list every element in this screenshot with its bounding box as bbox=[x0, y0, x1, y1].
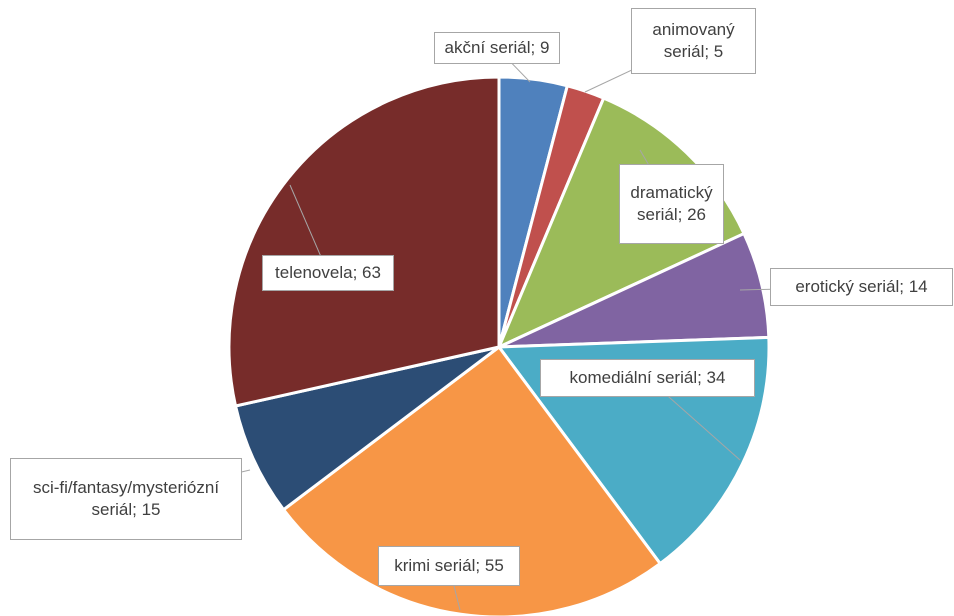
data-label: akční seriál; 9 bbox=[434, 32, 560, 64]
value: 9 bbox=[539, 38, 550, 57]
label-box: telenovela; 63 bbox=[262, 255, 394, 291]
separator: ; bbox=[697, 368, 707, 387]
separator: ; bbox=[132, 500, 142, 519]
label-text: krimi seriál; 55 bbox=[394, 555, 504, 577]
data-label: telenovela; 63 bbox=[262, 255, 394, 291]
data-label: dramatický seriál; 26 bbox=[619, 164, 724, 244]
label-box: sci-fi/fantasy/mysteriózní seriál; 15 bbox=[10, 458, 242, 540]
label-box: akční seriál; 9 bbox=[434, 32, 560, 64]
category-name: akční seriál bbox=[444, 38, 531, 57]
label-text: telenovela; 63 bbox=[275, 262, 381, 284]
data-label: erotický seriál; 14 bbox=[770, 268, 953, 306]
data-label: sci-fi/fantasy/mysteriózní seriál; 15 bbox=[10, 458, 242, 540]
pie-slice bbox=[227, 75, 501, 408]
value: 5 bbox=[713, 42, 724, 61]
value: 15 bbox=[141, 500, 161, 519]
data-label: animovaný seriál; 5 bbox=[631, 8, 756, 74]
separator: ; bbox=[899, 277, 909, 296]
category-name: sci-fi/fantasy/mysteriózní seriál bbox=[32, 478, 224, 519]
category-name: komediální seriál bbox=[569, 368, 698, 387]
separator: ; bbox=[352, 263, 363, 282]
category-name: animovaný seriál bbox=[652, 20, 740, 61]
label-text: animovaný seriál; 5 bbox=[636, 19, 751, 63]
label-box: komediální seriál; 34 bbox=[540, 359, 755, 397]
separator: ; bbox=[677, 205, 688, 224]
value: 26 bbox=[687, 205, 706, 224]
data-label: krimi seriál; 55 bbox=[378, 546, 520, 586]
data-label: komediální seriál; 34 bbox=[540, 359, 755, 397]
label-box: animovaný seriál; 5 bbox=[631, 8, 756, 74]
separator: ; bbox=[530, 38, 540, 57]
label-text: akční seriál; 9 bbox=[445, 37, 550, 59]
pie-slice bbox=[233, 345, 500, 512]
label-text: erotický seriál; 14 bbox=[795, 276, 927, 298]
value: 55 bbox=[484, 556, 504, 575]
value: 63 bbox=[362, 263, 381, 282]
label-text: dramatický seriál; 26 bbox=[624, 182, 719, 226]
category-name: erotický seriál bbox=[795, 277, 900, 296]
label-text: sci-fi/fantasy/mysteriózní seriál; 15 bbox=[15, 477, 237, 521]
value: 34 bbox=[706, 368, 726, 387]
category-name: dramatický seriál bbox=[630, 183, 718, 224]
value: 14 bbox=[908, 277, 928, 296]
label-box: erotický seriál; 14 bbox=[770, 268, 953, 306]
label-box: dramatický seriál; 26 bbox=[619, 164, 724, 244]
category-name: telenovela bbox=[275, 263, 353, 282]
label-text: komediální seriál; 34 bbox=[570, 367, 726, 389]
separator: ; bbox=[704, 42, 714, 61]
label-box: krimi seriál; 55 bbox=[378, 546, 520, 586]
separator: ; bbox=[475, 556, 485, 575]
category-name: krimi seriál bbox=[394, 556, 476, 575]
pie-slice bbox=[281, 344, 663, 616]
